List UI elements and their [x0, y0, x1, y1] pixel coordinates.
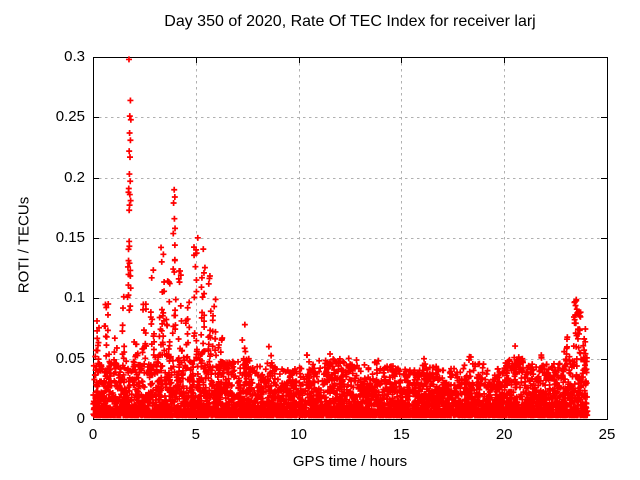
y-tick-label: 0 — [76, 410, 85, 427]
x-tick-label: 0 — [88, 426, 98, 443]
chart-title: Day 350 of 2020, Rate Of TEC Index for r… — [164, 13, 536, 30]
x-tick-label: 5 — [191, 426, 200, 443]
y-tick-label: 0.15 — [55, 229, 85, 246]
y-tick-label: 0.1 — [64, 289, 85, 307]
x-tick-label: 20 — [495, 426, 513, 443]
x-tick-label: 15 — [393, 426, 410, 443]
y-tick-label: 0.05 — [55, 349, 85, 367]
x-axis-label: GPS time / hours — [292, 453, 408, 470]
y-tick-label: 0.2 — [64, 168, 85, 186]
x-tick-label: 10 — [290, 426, 307, 443]
y-tick-label: 0.25 — [55, 108, 85, 126]
y-tick-label: 0.3 — [64, 48, 85, 65]
x-tick-label: 25 — [598, 426, 616, 443]
